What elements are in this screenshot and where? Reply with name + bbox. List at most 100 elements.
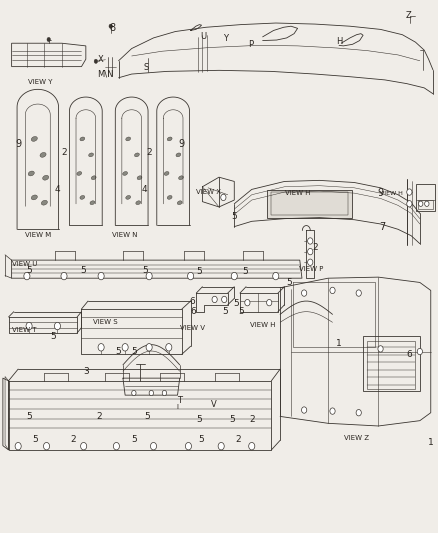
Circle shape [267,300,272,306]
Circle shape [54,322,60,330]
Circle shape [122,344,128,351]
Ellipse shape [176,153,181,157]
Ellipse shape [179,176,184,180]
Circle shape [26,322,32,330]
Circle shape [307,238,313,244]
Text: VIEW H: VIEW H [250,322,276,328]
Bar [367,341,416,389]
Circle shape [166,344,172,351]
Text: 9: 9 [179,139,185,149]
Text: 2: 2 [96,412,102,421]
Bar [271,192,348,215]
Text: S: S [144,63,149,71]
Circle shape [24,272,30,280]
Text: VIEW Z: VIEW Z [344,435,369,441]
Ellipse shape [28,171,34,176]
Ellipse shape [80,196,85,199]
Text: 6: 6 [190,307,196,316]
Text: 5: 5 [26,266,32,275]
Text: VIEW N: VIEW N [113,232,138,238]
Text: VIEW H: VIEW H [380,191,403,196]
Text: 5: 5 [26,412,32,421]
Text: 5: 5 [231,212,237,221]
Circle shape [81,442,87,450]
Ellipse shape [126,196,131,199]
Text: 3: 3 [83,367,89,376]
Circle shape [43,442,49,450]
Text: 5: 5 [229,415,235,424]
Text: 5: 5 [131,435,137,444]
Circle shape [417,349,423,355]
Circle shape [98,272,104,280]
Text: 9: 9 [378,188,384,198]
Circle shape [249,442,255,450]
Text: 2: 2 [70,435,75,444]
Circle shape [212,296,217,303]
Circle shape [245,300,250,306]
Circle shape [221,194,226,200]
Ellipse shape [167,196,172,199]
Bar [418,199,433,209]
Bar [363,336,420,391]
Circle shape [330,408,335,414]
Circle shape [109,24,113,28]
Circle shape [419,201,423,206]
Circle shape [356,290,361,296]
Text: 2: 2 [249,415,254,424]
Ellipse shape [167,137,172,141]
Circle shape [222,296,227,303]
Circle shape [113,442,120,450]
Circle shape [94,59,98,63]
Circle shape [231,272,237,280]
Text: Z: Z [406,11,412,20]
Text: X: X [97,55,103,63]
Text: 4: 4 [142,185,148,194]
Circle shape [356,409,361,416]
Ellipse shape [126,137,131,141]
Text: 4: 4 [55,185,60,194]
Text: 1: 1 [336,339,342,348]
Circle shape [218,442,224,450]
Ellipse shape [91,176,96,180]
Text: P: P [248,40,253,49]
Circle shape [407,189,412,195]
Text: VIEW X: VIEW X [196,189,221,195]
Ellipse shape [136,201,141,205]
Circle shape [187,272,194,280]
Circle shape [132,390,136,395]
Bar [417,184,434,211]
Text: 5: 5 [199,435,205,444]
Circle shape [47,37,50,42]
Text: 5: 5 [197,268,202,276]
Text: 2: 2 [236,435,241,444]
Text: 5: 5 [144,412,150,421]
Circle shape [273,272,279,280]
Ellipse shape [40,152,46,157]
Circle shape [185,442,191,450]
Circle shape [330,287,335,294]
Text: 5: 5 [131,347,137,356]
Circle shape [307,248,313,255]
Text: 6: 6 [406,350,412,359]
Circle shape [378,346,383,352]
Text: 5: 5 [81,266,87,275]
Text: 2: 2 [146,148,152,157]
Text: H: H [336,37,342,46]
Circle shape [425,201,429,206]
Text: 5: 5 [50,332,56,341]
Text: V: V [210,400,216,409]
Text: U: U [201,33,207,42]
Text: VIEW U: VIEW U [12,261,37,267]
Text: VIEW Y: VIEW Y [28,79,52,85]
Circle shape [149,390,153,395]
Circle shape [61,272,67,280]
Text: M\N: M\N [97,70,114,78]
Text: 5: 5 [142,266,148,275]
Text: VIEW T: VIEW T [12,327,37,333]
Text: 5: 5 [242,268,248,276]
Text: 5: 5 [233,299,239,308]
Text: 9: 9 [15,139,21,149]
Ellipse shape [137,176,142,180]
Circle shape [301,407,307,413]
Ellipse shape [41,200,47,205]
